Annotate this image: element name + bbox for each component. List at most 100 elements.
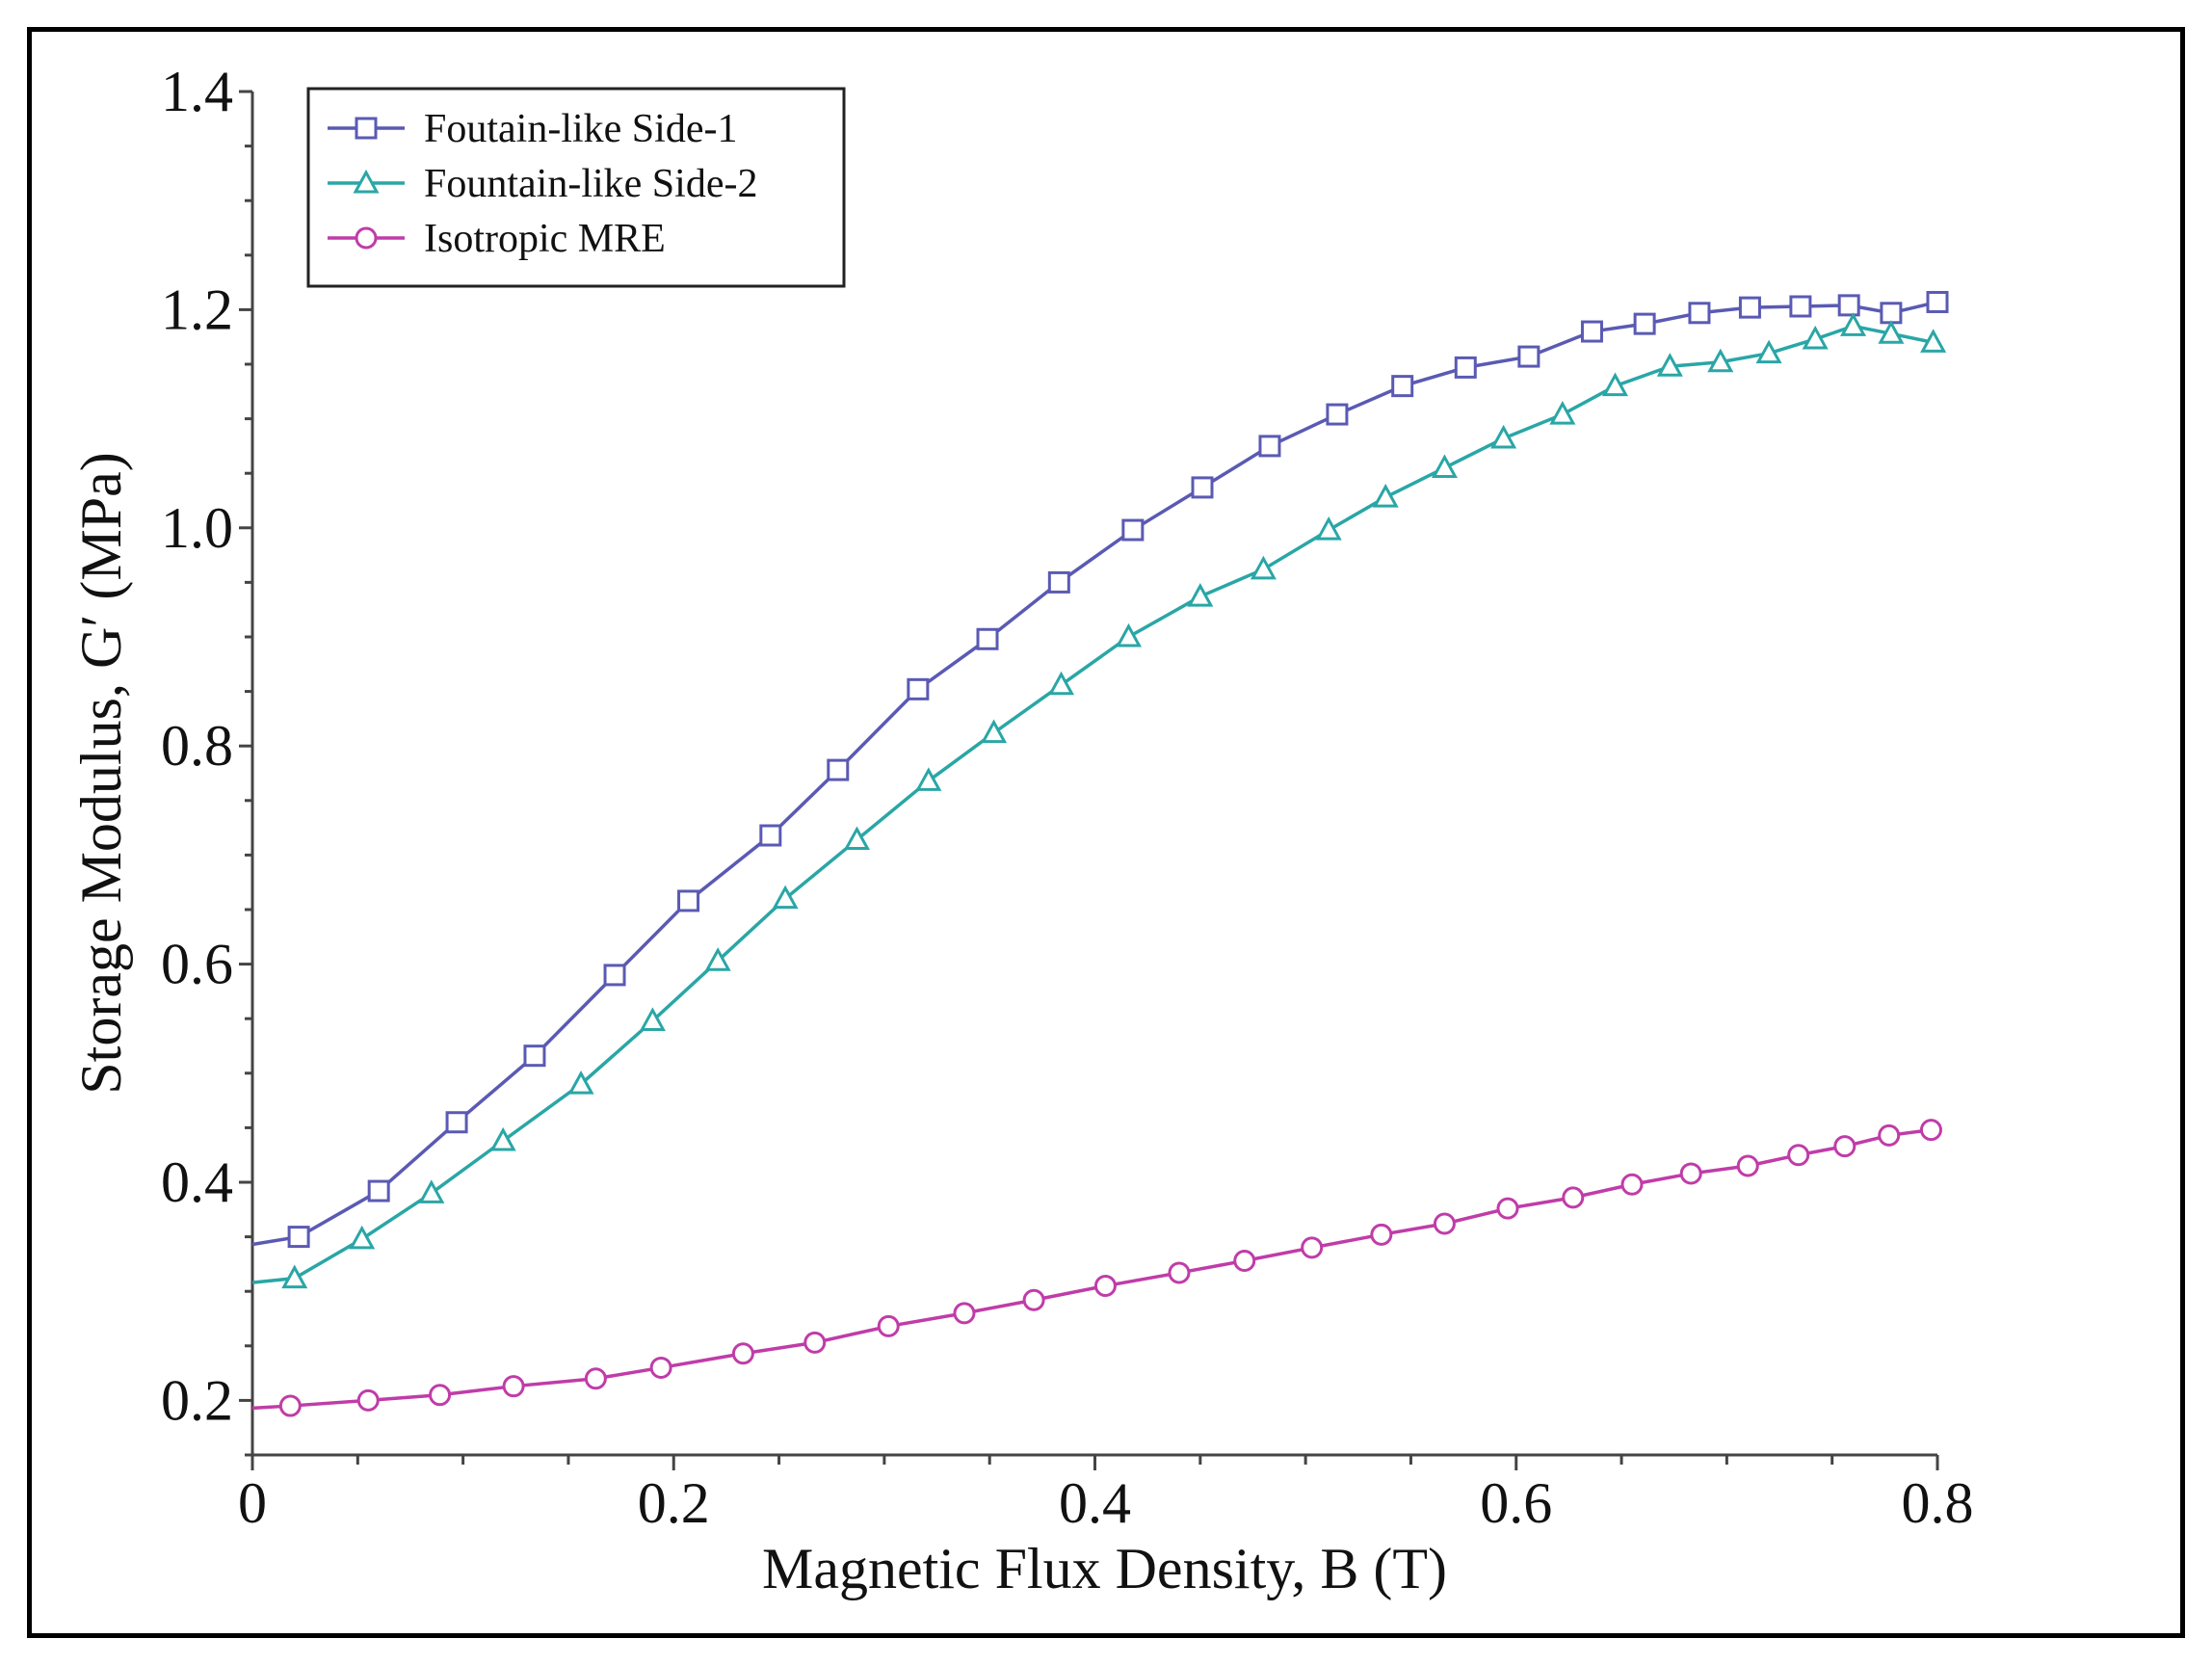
data-point [287,1226,310,1249]
data-point [1840,312,1867,336]
data-point [1115,622,1143,648]
data-point [489,1126,516,1151]
data-point [502,1375,525,1398]
data-point [1926,290,1949,313]
data-point [1233,1250,1256,1273]
data-point [1580,320,1603,343]
data-point [1517,345,1540,368]
data-point [1022,1288,1045,1311]
data-point [1837,294,1860,317]
data-point [1301,1236,1324,1259]
data-point [567,1070,594,1095]
data-point [1878,1123,1901,1147]
data-point [1047,671,1075,696]
data-point [1047,570,1070,594]
data-point [677,889,700,912]
data-point [1920,329,1947,353]
data-point [953,1302,976,1325]
data-point [1679,1162,1702,1185]
legend: Foutain-like Side-1 Fountain-like Side-2 I… [306,87,846,288]
legend-item-isotropic-mre: Isotropic MRE [328,217,666,261]
x-tick-label: 0 [238,1471,267,1535]
data-point [1878,320,1905,344]
data-point [1391,375,1414,398]
data-point [1433,1212,1456,1235]
data-point [843,826,870,851]
legend-marker [355,117,378,140]
data-point [1496,1197,1519,1220]
data-point [1562,1186,1585,1209]
y-tick-label: 0.6 [161,933,233,996]
data-point [429,1384,452,1407]
y-tick-label: 1.0 [161,496,233,560]
data-point [1833,1135,1856,1158]
series-line [251,300,1938,1247]
x-tick-label: 0.6 [1480,1471,1552,1535]
data-point [1250,555,1277,580]
data-point [1549,400,1576,425]
data-point [1326,403,1349,426]
legend-label: Isotropic MRE [424,217,666,261]
legend-item-foutain-like-side-1: Foutain-like Side-1 [328,107,737,151]
data-point [639,1007,666,1031]
series-line [251,1127,1932,1411]
data-point [418,1179,445,1203]
data-point [981,719,1008,744]
legend-marker [353,169,380,194]
series-foutain-like-side-1 [251,290,1949,1249]
legend-box [306,87,846,288]
data-point [1372,483,1399,508]
data-point [1620,1173,1644,1196]
data-point [1880,302,1903,325]
data-point [1656,353,1683,377]
data-point [1919,1119,1942,1142]
y-tick-label: 0.4 [161,1150,233,1214]
data-point [445,1111,468,1134]
data-point [1258,435,1281,458]
data-point [1802,325,1829,350]
data-point [649,1356,672,1379]
data-point [1755,339,1782,364]
figure-frame: 0.2 0.4 0.6 0.8 1.0 1.2 1.4 0 0.2 0.4 0.6 0.8 Magnet… [27,27,2185,1638]
data-point [1187,583,1214,607]
data-point [877,1314,900,1337]
data-point [1168,1261,1191,1284]
data-point [1738,296,1761,319]
legend-label: Fountain-like Side-2 [424,162,757,206]
y-tick-label: 1.4 [161,60,233,123]
legend-label: Foutain-like Side-1 [424,107,737,151]
data-point [827,758,850,781]
data-point [1633,312,1656,335]
legend-item-fountain-like-side-2: Fountain-like Side-2 [328,162,757,206]
axes: 0.20.40.60.81.01.21.40 0.2 0.4 0.6 0.8Magnet… [69,60,1974,1600]
data-point [1315,515,1342,541]
x-tick-label: 0.8 [1902,1471,1974,1535]
data-point [1688,302,1711,325]
y-axis-title: Storage Modulus, G′ (MPa) [69,452,133,1094]
x-axis-title: Magnetic Flux Density, B (T) [762,1537,1447,1600]
data-point [1787,1144,1810,1167]
data-point [349,1225,376,1250]
data-point [1707,348,1734,373]
data-point [278,1394,302,1417]
data-point [907,677,930,700]
y-tick-label: 0.2 [161,1368,233,1432]
y-tick-label: 1.2 [161,278,233,341]
data-point [731,1342,754,1365]
series-layer [251,290,1949,1417]
data-point [1736,1154,1759,1177]
data-point [584,1367,607,1390]
data-point [704,947,731,971]
data-point [772,885,799,910]
data-point [1789,295,1812,318]
legend-marker [355,226,378,250]
series-fountain-like-side-2 [251,312,1947,1289]
data-point [1601,372,1629,397]
data-point [523,1044,546,1068]
line-chart: 0.20.40.60.81.01.21.40 0.2 0.4 0.6 0.8Magnet… [69,60,1974,1600]
data-point [1431,454,1458,479]
data-point [1191,476,1214,499]
data-point [603,964,626,987]
data-point [367,1179,390,1202]
data-point [1370,1223,1393,1246]
